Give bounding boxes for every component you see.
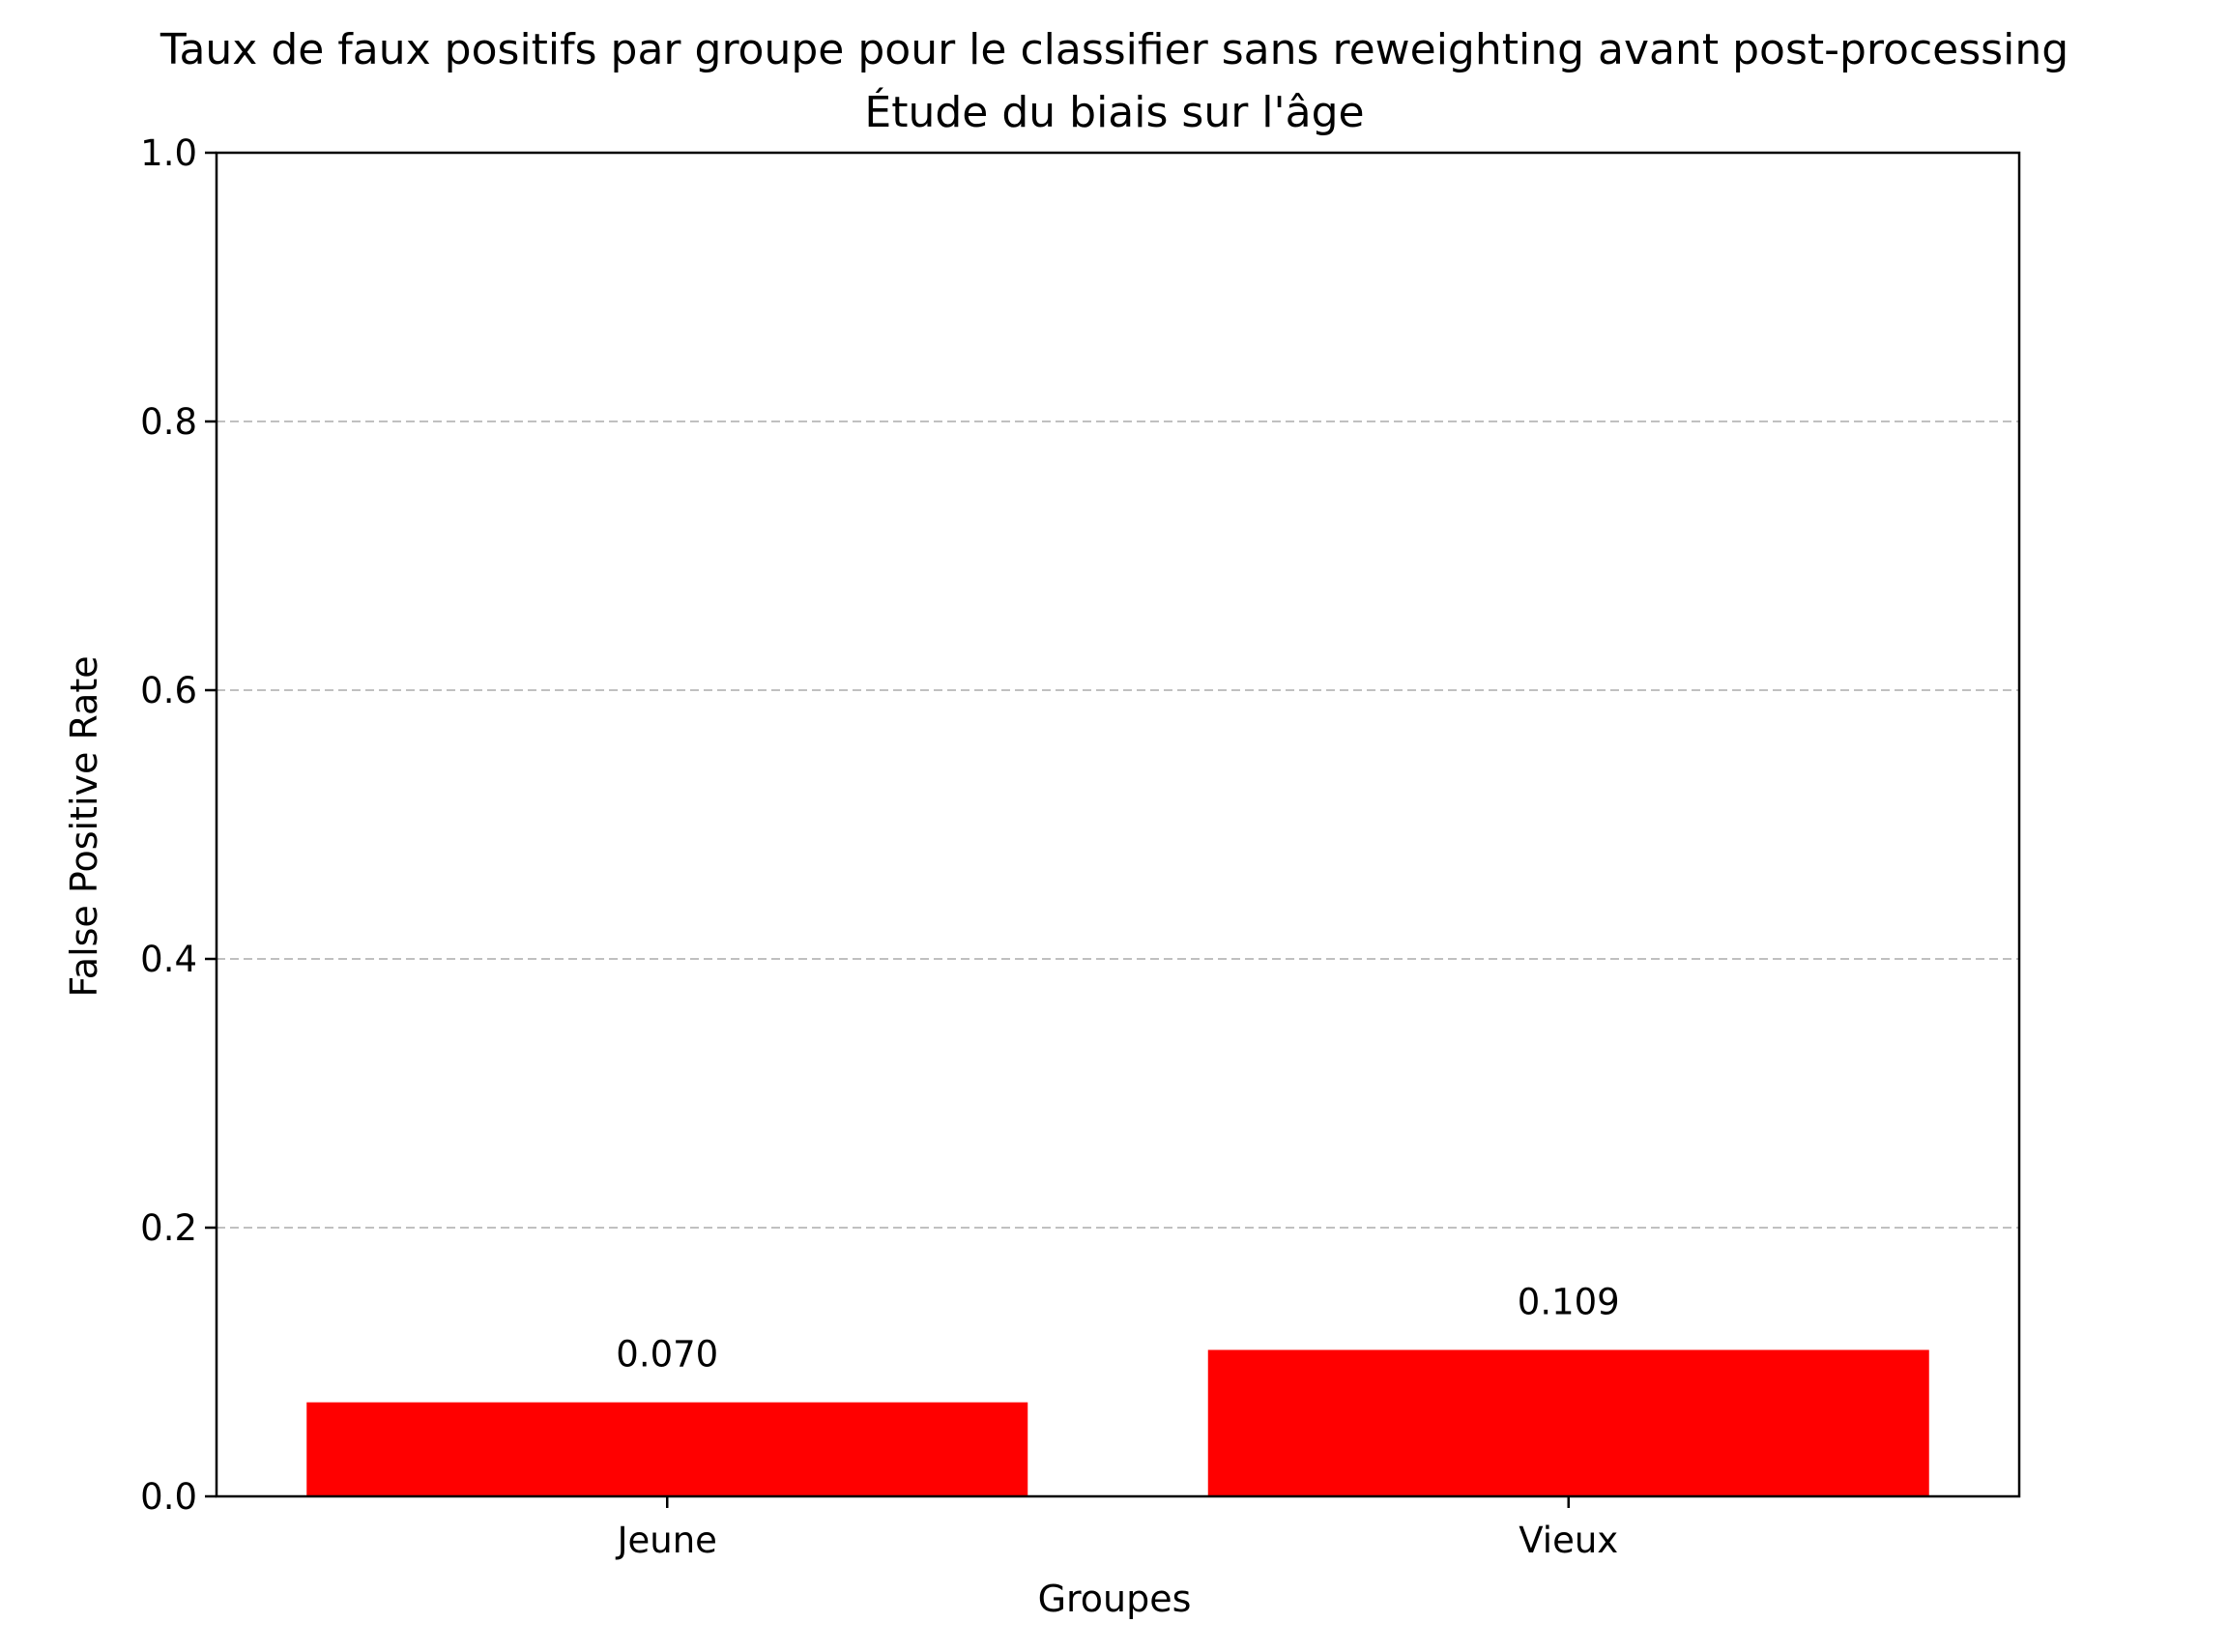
- y-tick-label: 0.2: [140, 1207, 197, 1249]
- chart-title: Taux de faux positifs par groupe pour le…: [159, 25, 2069, 74]
- y-axis-label: False Positive Rate: [63, 655, 105, 997]
- y-tick-label: 1.0: [140, 132, 197, 174]
- x-tick-label: Jeune: [616, 1520, 717, 1561]
- grid-lines: [217, 420, 2019, 1229]
- plot-frame: [215, 151, 2021, 1498]
- y-tick-label: 0.8: [140, 401, 197, 443]
- y-axis-ticks: 0.0 0.2 0.4 0.6 0.8 1.0: [140, 132, 217, 1518]
- bars: [306, 1349, 1929, 1496]
- bar-value-label: 0.109: [1518, 1281, 1620, 1322]
- bar-vieux: [1207, 1349, 1929, 1496]
- x-axis-label: Groupes: [1038, 1578, 1192, 1620]
- chart-subtitle: Étude du biais sur l'âge: [864, 86, 1364, 137]
- y-tick-label: 0.0: [140, 1476, 197, 1518]
- x-axis-ticks: Jeune Vieux: [616, 1496, 1618, 1561]
- bar-value-labels: 0.070 0.109: [616, 1281, 1619, 1375]
- y-tick-label: 0.4: [140, 939, 197, 980]
- x-tick-label: Vieux: [1519, 1520, 1618, 1561]
- bar-jeune: [306, 1402, 1028, 1496]
- y-tick-label: 0.6: [140, 670, 197, 711]
- bar-value-label: 0.070: [616, 1334, 718, 1376]
